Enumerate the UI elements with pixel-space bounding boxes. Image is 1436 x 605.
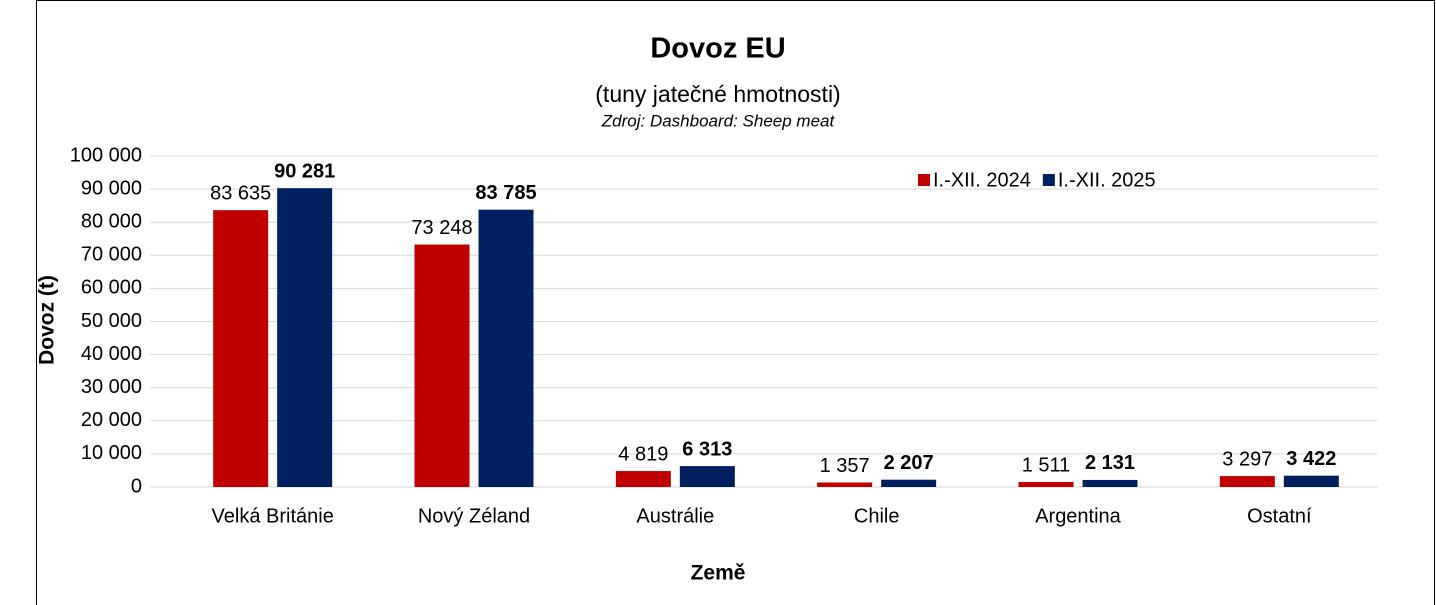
y-tick-label: 70 000 bbox=[81, 244, 142, 266]
x-axis-label: Země bbox=[691, 562, 746, 585]
bar bbox=[414, 244, 470, 487]
data-label: 83 635 bbox=[210, 182, 271, 204]
chart-subtitle: (tuny jatečné hmotnosti) bbox=[595, 81, 840, 107]
bar bbox=[679, 466, 735, 487]
y-tick-label: 40 000 bbox=[81, 343, 142, 365]
y-tick-label: 100 000 bbox=[70, 144, 142, 166]
bar bbox=[817, 482, 873, 487]
bar bbox=[1219, 476, 1275, 487]
bar bbox=[1283, 475, 1339, 487]
legend-swatch bbox=[1042, 174, 1055, 186]
bar bbox=[1018, 481, 1074, 487]
y-tick-label: 90 000 bbox=[81, 177, 142, 199]
chart-frame bbox=[36, 0, 1435, 605]
data-label: 2 207 bbox=[884, 452, 934, 474]
legend-swatch bbox=[918, 174, 930, 186]
data-label: 1 357 bbox=[820, 455, 870, 477]
legend-label: I.-XII. 2025 bbox=[1058, 169, 1156, 191]
bar bbox=[277, 188, 333, 487]
x-tick-label: Velká Británie bbox=[212, 505, 334, 527]
data-label: 3 422 bbox=[1286, 448, 1336, 470]
y-axis-label: Dovoz (t) bbox=[36, 275, 59, 365]
bar bbox=[1082, 479, 1138, 487]
data-label: 3 297 bbox=[1222, 448, 1272, 470]
data-label: 1 511 bbox=[1022, 454, 1071, 476]
bar bbox=[213, 210, 269, 487]
bar bbox=[615, 471, 671, 487]
y-tick-label: 80 000 bbox=[81, 210, 142, 232]
data-label: 4 819 bbox=[618, 443, 668, 465]
y-tick-label: 0 bbox=[131, 475, 142, 497]
y-tick-label: 20 000 bbox=[81, 409, 142, 431]
chart-source: Zdroj: Dashboard: Sheep meat bbox=[601, 111, 836, 130]
y-tick-label: 30 000 bbox=[81, 376, 142, 398]
x-tick-label: Nový Zéland bbox=[418, 505, 530, 527]
y-tick-label: 60 000 bbox=[81, 277, 142, 299]
data-label: 90 281 bbox=[274, 160, 335, 182]
data-label: 83 785 bbox=[475, 182, 536, 204]
data-label: 2 131 bbox=[1085, 452, 1135, 474]
data-label: 73 248 bbox=[411, 217, 472, 239]
x-tick-label: Chile bbox=[854, 505, 900, 527]
chart-title: Dovoz EU bbox=[650, 33, 785, 65]
y-tick-label: 50 000 bbox=[81, 310, 142, 332]
x-tick-label: Austrálie bbox=[636, 505, 714, 527]
y-tick-label: 10 000 bbox=[81, 442, 142, 464]
legend-label: I.-XII. 2024 bbox=[933, 169, 1031, 191]
data-label: 6 313 bbox=[682, 438, 732, 460]
x-tick-label: Argentina bbox=[1035, 505, 1121, 527]
x-tick-label: Ostatní bbox=[1247, 505, 1312, 527]
bar bbox=[478, 209, 534, 488]
bar bbox=[881, 479, 937, 487]
